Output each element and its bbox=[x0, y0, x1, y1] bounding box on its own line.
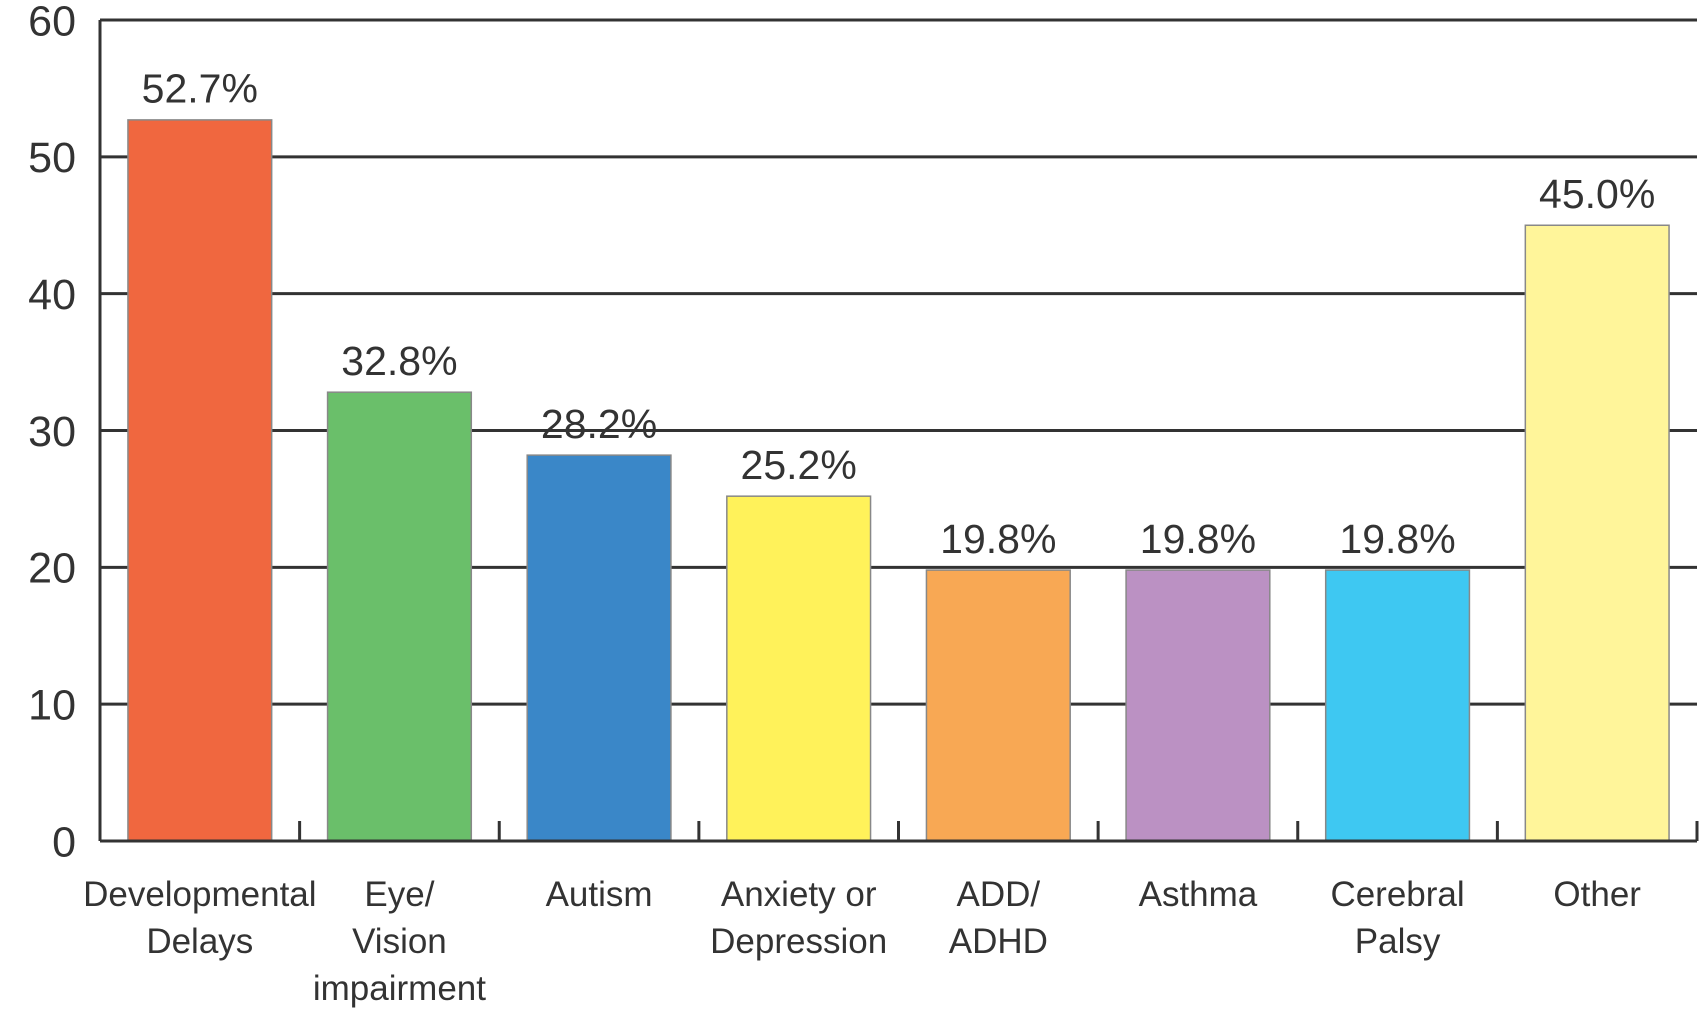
bar bbox=[726, 495, 872, 842]
x-tick-label: Other bbox=[1553, 875, 1641, 914]
bar bbox=[326, 391, 473, 842]
value-label: 28.2% bbox=[541, 401, 657, 447]
value-label: 32.8% bbox=[341, 338, 457, 384]
bar bbox=[925, 569, 1071, 842]
y-tick-label: 40 bbox=[28, 271, 76, 319]
y-tick-label: 10 bbox=[28, 682, 76, 730]
y-tick-label: 0 bbox=[52, 818, 76, 866]
bar bbox=[1324, 569, 1471, 842]
y-tick-label: 60 bbox=[28, 0, 76, 45]
x-tick-label: Cerebral Palsy bbox=[1330, 875, 1464, 961]
y-tick-label: 20 bbox=[28, 545, 76, 593]
x-tick-label: Anxiety or Depression bbox=[710, 875, 887, 961]
bar bbox=[1524, 224, 1670, 842]
x-tick-label: ADD/ADHD bbox=[949, 875, 1048, 961]
value-label: 19.8% bbox=[1140, 516, 1256, 562]
y-tick-label: 30 bbox=[28, 408, 76, 456]
x-tick-label: Asthma bbox=[1139, 875, 1258, 914]
value-label: 45.0% bbox=[1539, 171, 1655, 217]
value-label: 19.8% bbox=[940, 516, 1056, 562]
x-tick-label: Eye/Vision impairment bbox=[313, 875, 486, 1008]
y-tick-label: 50 bbox=[28, 134, 76, 182]
value-label: 19.8% bbox=[1339, 516, 1455, 562]
value-label: 25.2% bbox=[741, 442, 857, 488]
bar bbox=[127, 119, 273, 842]
value-label: 52.7% bbox=[142, 66, 258, 112]
bar bbox=[1125, 569, 1271, 842]
x-tick-label: Autism bbox=[546, 875, 653, 914]
bar bbox=[526, 454, 672, 842]
x-tick-label: Developmental Delays bbox=[83, 875, 316, 961]
